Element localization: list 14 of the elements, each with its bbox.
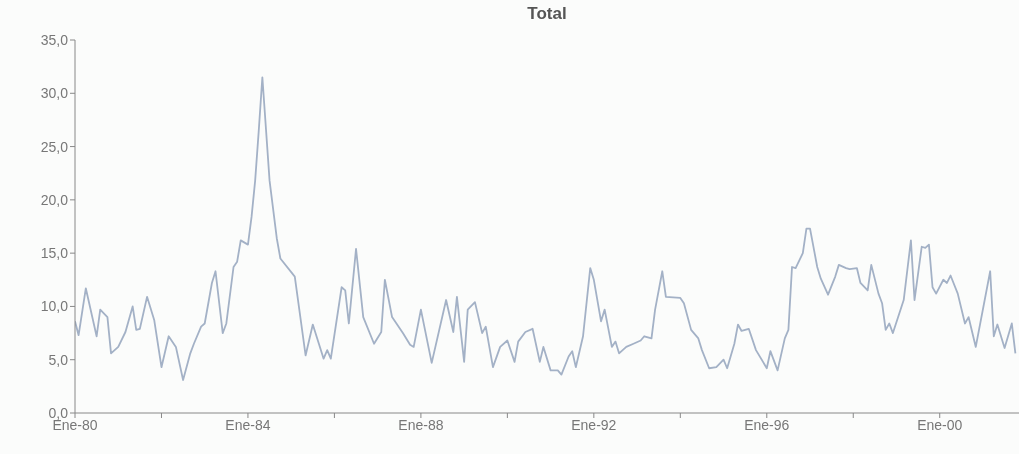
x-tick-label: Ene-92	[571, 416, 617, 433]
y-tick-label: 20,0	[40, 191, 69, 208]
x-tick-label: Ene-88	[398, 416, 444, 433]
line-series	[75, 76, 1017, 381]
x-tick-label: Ene-00	[917, 416, 963, 433]
y-tick-label: 10,0	[40, 298, 69, 315]
y-tick-label: 15,0	[40, 245, 69, 262]
y-tick-label: 35,0	[40, 31, 69, 48]
y-tick-label: 25,0	[40, 138, 69, 155]
y-tick-label: 5,0	[48, 351, 69, 368]
chart-title: Total	[526, 4, 568, 24]
y-tick-label: 30,0	[40, 85, 69, 102]
x-tick-label: Ene-96	[744, 416, 790, 433]
x-tick-label: Ene-84	[225, 416, 271, 433]
